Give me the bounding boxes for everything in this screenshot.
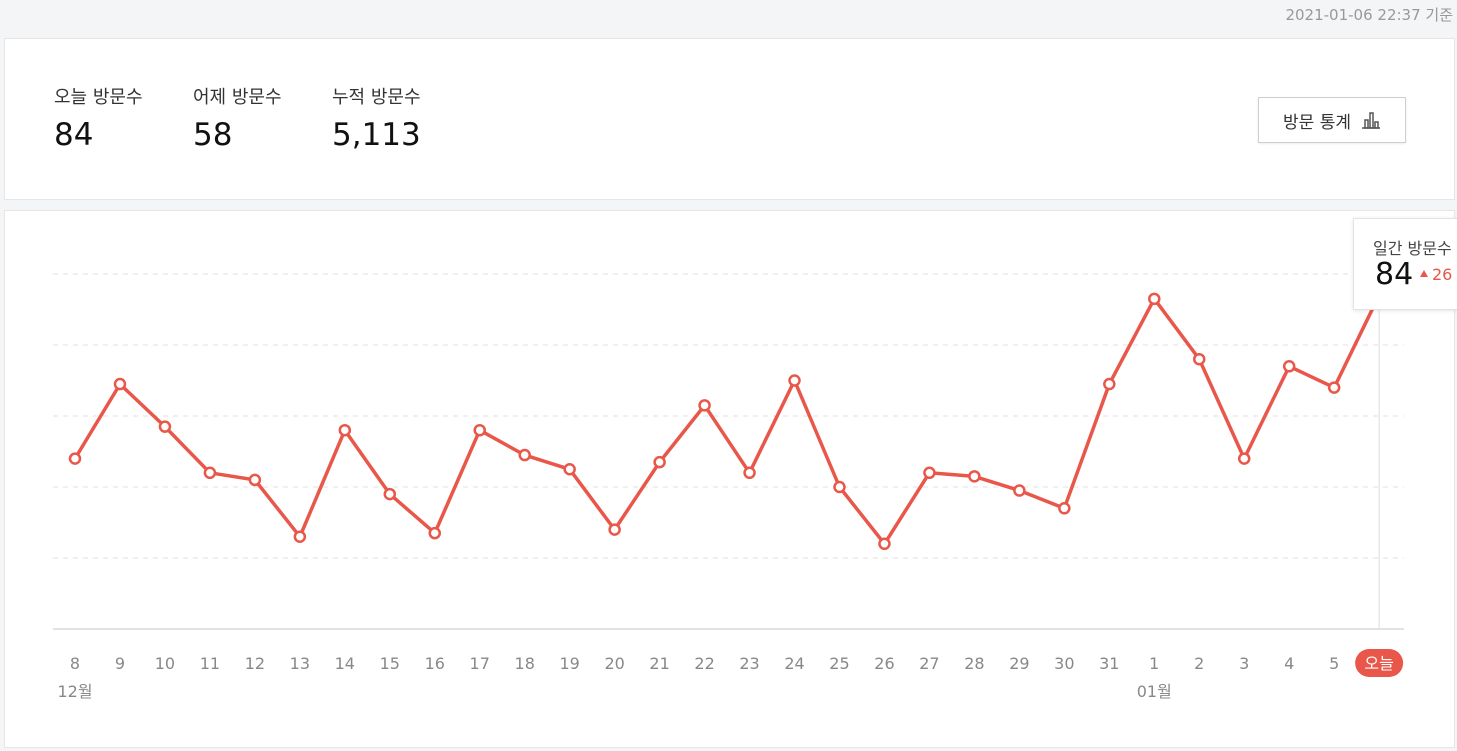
total-visits: 누적 방문수 5,113 <box>332 83 421 153</box>
data-point <box>653 455 666 469</box>
x-tick-label: 4 <box>1284 654 1294 673</box>
tooltip-delta-value: 26 <box>1432 265 1453 284</box>
x-tick-label: 28 <box>964 654 984 673</box>
today-visits-value: 84 <box>54 117 94 153</box>
x-tick-label: 31 <box>1099 654 1119 673</box>
data-point <box>878 537 891 551</box>
x-tick-label: 22 <box>694 654 714 673</box>
x-tick-label: 11 <box>200 654 220 673</box>
data-point <box>1327 381 1341 394</box>
today-visits-label: 오늘 방문수 <box>54 87 143 108</box>
x-tick-label: 24 <box>784 654 804 673</box>
data-point <box>1103 377 1116 391</box>
data-point <box>608 523 621 536</box>
x-tick-label: 17 <box>470 654 490 673</box>
x-tick-label: 16 <box>425 654 445 673</box>
data-point <box>698 399 711 412</box>
data-point <box>743 466 756 480</box>
x-tick-label: 14 <box>335 654 355 673</box>
data-point <box>788 374 801 387</box>
data-point <box>1237 452 1251 465</box>
data-point <box>338 423 352 437</box>
x-tick-label: 5 <box>1329 654 1339 673</box>
data-point <box>1058 502 1071 515</box>
x-tick-label: 8 <box>70 654 80 673</box>
x-tick-label: 오늘 <box>1364 654 1393 673</box>
yesterday-visits-label: 어제 방문수 <box>193 87 282 108</box>
x-tick-label: 3 <box>1239 654 1249 673</box>
x-tick-label: 10 <box>155 654 175 673</box>
x-tick-label: 21 <box>649 654 669 673</box>
timestamp: 2021-01-06 22:37 기준 <box>1285 6 1453 24</box>
data-point <box>563 463 576 476</box>
data-point <box>518 448 531 462</box>
visit-stats-button[interactable]: 방문 통계 <box>1258 97 1406 143</box>
data-point <box>1282 360 1296 373</box>
x-tick-label: 12 <box>245 654 265 673</box>
yesterday-visits: 어제 방문수 58 <box>193 83 282 153</box>
x-tick-label: 23 <box>739 654 759 673</box>
data-point <box>293 530 307 543</box>
x-tick-label: 19 <box>559 654 579 673</box>
summary-card: 오늘 방문수 84 어제 방문수 58 누적 방문수 5,113 방문 통계 <box>4 38 1455 200</box>
x-tick-label: 26 <box>874 654 894 673</box>
yesterday-visits-value: 58 <box>193 117 233 153</box>
tooltip-delta: 26 <box>1420 265 1452 284</box>
data-point <box>1013 484 1026 497</box>
total-visits-label: 누적 방문수 <box>332 87 421 108</box>
increase-arrow-icon <box>1420 270 1428 277</box>
today-badge <box>1355 649 1404 677</box>
x-tick-label: 18 <box>515 654 535 673</box>
series-line <box>73 293 1381 546</box>
data-point <box>923 466 936 480</box>
x-tick-label: 1 <box>1149 654 1159 673</box>
data-point <box>428 526 442 540</box>
data-point <box>473 423 486 437</box>
x-tick-label: 9 <box>115 654 125 673</box>
x-tick-label: 25 <box>829 654 849 673</box>
data-point <box>113 377 127 391</box>
data-point <box>203 466 217 480</box>
x-tick-label: 15 <box>380 654 400 673</box>
visit-stats-label: 방문 통계 <box>1283 112 1351 133</box>
x-tick-label: 2 <box>1194 654 1204 673</box>
data-point <box>1193 352 1206 366</box>
month-label: 01월 <box>1137 682 1172 701</box>
total-visits-value: 5,113 <box>332 117 421 153</box>
data-point <box>158 420 172 433</box>
tooltip-label: 일간 방문수 <box>1373 239 1452 258</box>
daily-visits-tooltip: 일간 방문수 84 26 <box>1353 218 1457 310</box>
x-tick-label: 30 <box>1054 654 1074 673</box>
data-point <box>68 452 82 465</box>
data-point <box>383 487 397 501</box>
x-tick-label: 13 <box>290 654 310 673</box>
bar-chart-icon <box>1361 112 1380 129</box>
x-tick-label: 20 <box>604 654 624 673</box>
data-point <box>968 470 981 483</box>
today-visits: 오늘 방문수 84 <box>54 83 143 153</box>
month-label: 12월 <box>57 682 92 701</box>
x-tick-label: 29 <box>1009 654 1029 673</box>
data-point <box>248 473 262 487</box>
x-tick-label: 27 <box>919 654 939 673</box>
data-point <box>833 480 846 494</box>
tooltip-value: 84 <box>1375 257 1414 292</box>
data-point <box>1148 292 1161 306</box>
